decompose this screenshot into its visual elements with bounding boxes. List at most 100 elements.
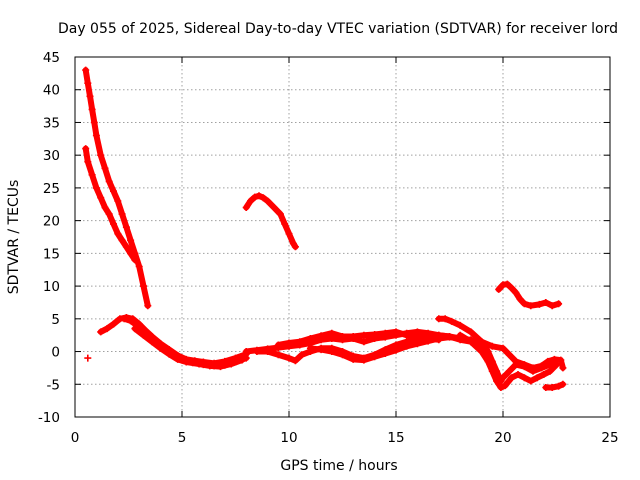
- data-point-marker: [291, 243, 299, 251]
- data-point-marker: [122, 243, 130, 251]
- data-point-marker: [339, 351, 346, 359]
- data-point-marker: [82, 145, 90, 153]
- data-point-marker: [546, 367, 554, 375]
- data-point-marker: [317, 332, 325, 340]
- data-point-marker: [182, 358, 190, 366]
- series-trace: [243, 192, 299, 250]
- data-point-marker: [508, 284, 516, 292]
- data-point-marker: [557, 356, 565, 364]
- data-point-marker: [92, 132, 100, 139]
- data-point-marker: [441, 315, 449, 323]
- y-tick-label: 5: [51, 312, 60, 328]
- series-trace: [457, 332, 560, 391]
- data-point-marker: [298, 351, 306, 359]
- data-point-marker: [114, 197, 122, 205]
- data-point-marker: [516, 295, 524, 303]
- data-point-marker: [371, 331, 379, 338]
- data-point-marker: [276, 210, 284, 218]
- x-tick-label: 0: [71, 430, 80, 446]
- series-arc-late-hump: [495, 280, 563, 310]
- data-point-marker: [118, 210, 126, 218]
- data-point-marker: [217, 363, 224, 371]
- data-point-marker: [227, 360, 235, 368]
- data-point-marker: [514, 371, 522, 378]
- data-point-marker: [512, 357, 520, 365]
- data-point-marker: [122, 223, 130, 231]
- data-point-marker: [360, 338, 368, 346]
- data-point-marker: [542, 384, 550, 391]
- data-point-marker: [97, 328, 105, 336]
- x-tick-label: 5: [178, 430, 187, 446]
- data-point-marker: [499, 344, 507, 352]
- data-point-marker: [484, 357, 492, 365]
- data-point-marker: [540, 371, 548, 378]
- x-tick-label: 25: [601, 430, 618, 446]
- data-point-marker: [403, 331, 411, 339]
- data-point-marker: [328, 329, 336, 337]
- series-arc-tail: [542, 380, 567, 391]
- data-point-marker: [127, 317, 135, 325]
- data-point-marker: [255, 192, 263, 200]
- data-point-marker: [478, 338, 486, 346]
- data-point-marker: [110, 320, 117, 328]
- data-point-marker: [559, 364, 567, 372]
- data-point-marker: [505, 367, 513, 375]
- data-point-marker: [555, 382, 563, 390]
- data-point-marker: [118, 236, 126, 244]
- series-arc-day-flat-c: [274, 328, 443, 349]
- series-trace: [82, 145, 138, 263]
- x-tick-label: 10: [280, 430, 297, 446]
- data-point-marker: [206, 362, 214, 370]
- x-tick-label: 20: [494, 430, 511, 446]
- data-point-marker: [84, 354, 92, 362]
- data-point-marker: [392, 328, 400, 336]
- data-point-marker: [403, 342, 411, 350]
- data-point-marker: [140, 282, 147, 290]
- data-point-marker: [381, 329, 389, 337]
- y-tick-label: 35: [43, 115, 60, 131]
- data-point-marker: [529, 364, 537, 372]
- data-series: [82, 66, 567, 391]
- data-point-marker: [242, 204, 250, 211]
- data-point-marker: [548, 384, 556, 391]
- data-point-marker: [435, 315, 443, 323]
- data-point-marker: [86, 92, 94, 100]
- data-point-marker: [493, 377, 501, 385]
- data-point-marker: [555, 300, 563, 308]
- data-point-marker: [270, 204, 278, 211]
- data-point-marker: [120, 315, 128, 323]
- tick-labels: 0 5 10 15 20 25 -10 -5 0 5 10 15 20 25 30 35 40 45: [38, 50, 619, 446]
- series-arc-evening-dip-b: [456, 331, 560, 391]
- data-point-marker: [101, 204, 109, 211]
- data-point-marker: [435, 335, 443, 342]
- data-point-marker: [544, 357, 552, 365]
- data-point-marker: [285, 354, 293, 362]
- data-point-marker: [88, 171, 96, 179]
- data-point-marker: [274, 341, 282, 349]
- data-point-marker: [360, 331, 368, 339]
- y-tick-label: 20: [43, 214, 60, 230]
- data-point-marker: [253, 348, 261, 355]
- data-point-marker: [88, 105, 96, 113]
- data-point-marker: [508, 374, 516, 382]
- data-point-marker: [259, 194, 267, 202]
- data-point-marker: [101, 164, 109, 172]
- data-point-marker: [392, 346, 400, 354]
- data-point-marker: [127, 236, 135, 244]
- data-point-marker: [97, 194, 105, 202]
- data-point-marker: [251, 193, 259, 201]
- data-point-marker: [165, 350, 173, 358]
- series-arc-rise-fall-c: [131, 325, 246, 371]
- data-point-marker: [503, 280, 511, 288]
- data-point-marker: [349, 355, 357, 363]
- data-point-marker: [360, 356, 368, 364]
- y-axis-title: SDTVAR / TECUs: [6, 180, 22, 295]
- data-point-marker: [501, 382, 509, 390]
- data-point-marker: [484, 348, 492, 355]
- data-point-marker: [144, 302, 152, 310]
- data-point-marker: [495, 285, 503, 293]
- series-arc-midday-hump: [242, 192, 299, 251]
- data-point-marker: [446, 333, 453, 341]
- data-point-marker: [148, 338, 156, 346]
